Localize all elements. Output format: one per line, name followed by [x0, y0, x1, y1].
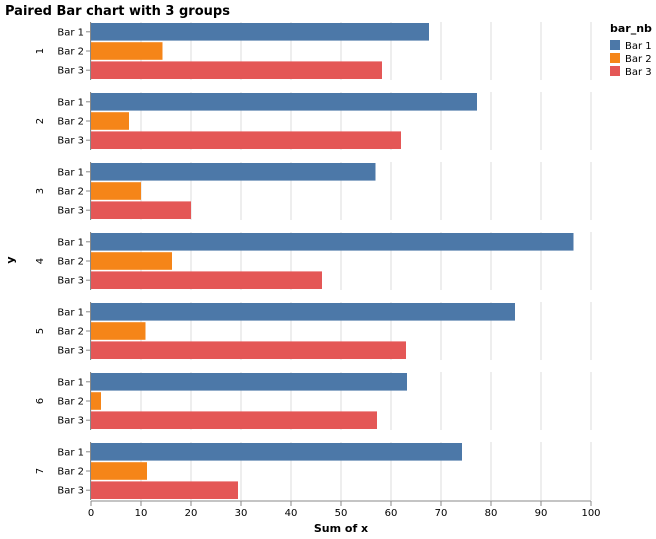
x-tick-label: 20 — [185, 508, 198, 519]
bar-label: Bar 1 — [57, 307, 84, 318]
bar-label: Bar 1 — [57, 167, 84, 178]
bar-2 — [91, 252, 172, 270]
bar-label: Bar 1 — [57, 27, 84, 38]
bar-label: Bar 2 — [57, 467, 84, 478]
x-tick-label: 70 — [435, 508, 448, 519]
bar-1 — [91, 163, 376, 181]
bar-label: Bar 2 — [57, 117, 84, 128]
bar-label: Bar 3 — [57, 346, 84, 357]
bars — [91, 23, 574, 499]
y-axis-labels: Bar 1 Bar 2 Bar 3 1 Bar 1 Bar 2 Bar 3 2 Bar 1 Bar… — [35, 22, 91, 500]
group-label: 5 — [35, 328, 46, 334]
bar-label: Bar 3 — [57, 136, 84, 147]
bar-label: Bar 1 — [57, 377, 84, 388]
legend-label: Bar 3 — [625, 67, 652, 78]
y-axis-title: y — [4, 256, 17, 263]
x-axis: 0 10 20 30 40 50 60 70 80 90 100 — [88, 500, 601, 519]
bar-label: Bar 1 — [57, 447, 84, 458]
bar-label: Bar 3 — [57, 66, 84, 77]
bar-1 — [91, 233, 574, 251]
x-tick-label: 10 — [135, 508, 148, 519]
group-label: 6 — [35, 398, 46, 404]
bar-label: Bar 2 — [57, 327, 84, 338]
x-tick-label: 80 — [485, 508, 498, 519]
legend-swatch — [610, 53, 620, 63]
bar-2 — [91, 182, 141, 200]
bar-2 — [91, 462, 147, 480]
x-tick-label: 60 — [385, 508, 398, 519]
bar-3 — [91, 271, 322, 289]
bar-1 — [91, 303, 515, 321]
legend-swatch — [610, 66, 620, 76]
bar-1 — [91, 93, 477, 111]
bar-1 — [91, 443, 462, 461]
bar-label: Bar 2 — [57, 47, 84, 58]
bar-label: Bar 3 — [57, 206, 84, 217]
bar-label: Bar 2 — [57, 257, 84, 268]
group-label: 7 — [35, 468, 46, 474]
chart-title: Paired Bar chart with 3 groups — [5, 4, 230, 19]
bar-3 — [91, 341, 406, 359]
bar-2 — [91, 42, 163, 60]
x-tick-label: 30 — [235, 508, 248, 519]
x-axis-title: Sum of x — [314, 522, 368, 535]
bar-1 — [91, 23, 429, 41]
bar-label: Bar 1 — [57, 97, 84, 108]
bar-label: Bar 3 — [57, 416, 84, 427]
x-tick-label: 100 — [581, 508, 600, 519]
legend-title: bar_nb — [610, 22, 652, 35]
bar-2 — [91, 392, 101, 410]
bar-3 — [91, 61, 382, 79]
bar-label: Bar 1 — [57, 237, 84, 248]
group-label: 2 — [35, 118, 46, 124]
bar-label: Bar 3 — [57, 486, 84, 497]
legend-swatch — [610, 40, 620, 50]
legend-label: Bar 1 — [625, 41, 652, 52]
bar-3 — [91, 201, 191, 219]
x-tick-label: 40 — [285, 508, 298, 519]
bar-label: Bar 2 — [57, 187, 84, 198]
x-tick-label: 0 — [88, 508, 94, 519]
bar-label: Bar 3 — [57, 276, 84, 287]
legend: bar_nb Bar 1 Bar 2 Bar 3 — [610, 22, 652, 78]
bar-label: Bar 2 — [57, 397, 84, 408]
bar-1 — [91, 373, 407, 391]
group-label: 4 — [35, 258, 46, 264]
bar-2 — [91, 112, 129, 130]
group-label: 1 — [35, 48, 46, 54]
legend-label: Bar 2 — [625, 54, 652, 65]
bar-3 — [91, 481, 238, 499]
bar-2 — [91, 322, 146, 340]
group-label: 3 — [35, 188, 46, 194]
bar-3 — [91, 131, 401, 149]
x-tick-label: 50 — [335, 508, 348, 519]
x-tick-label: 90 — [535, 508, 548, 519]
bar-3 — [91, 411, 377, 429]
